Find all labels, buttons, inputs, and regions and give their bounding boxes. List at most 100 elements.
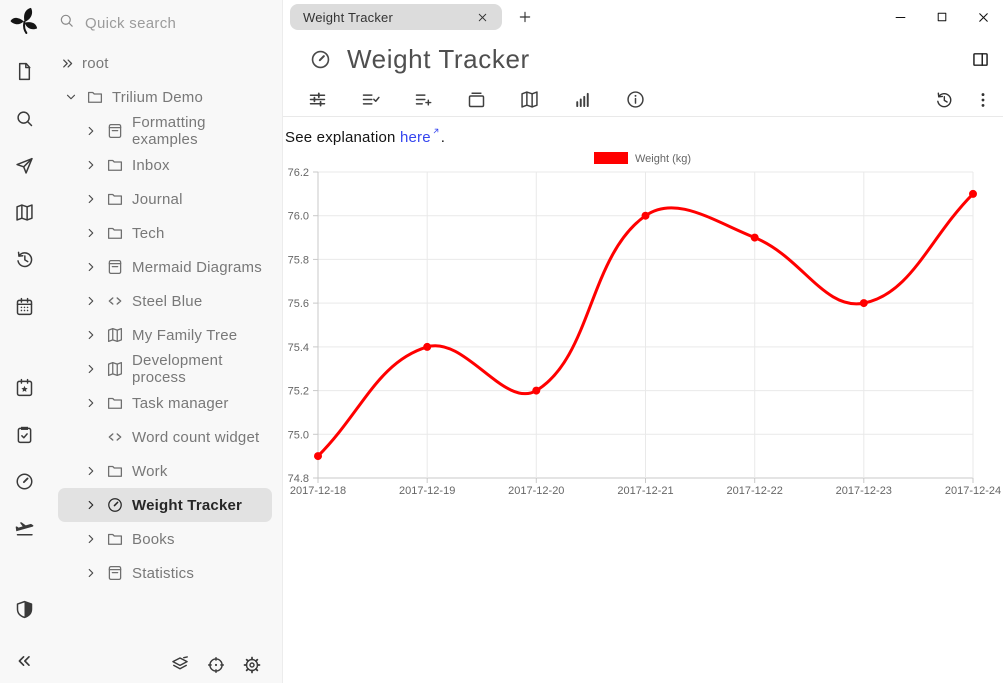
explanation-link-text: here [399,129,431,146]
sync-status-button[interactable] [170,655,190,675]
expander-chevron-right[interactable] [84,260,102,274]
expander-chevron-right[interactable] [84,464,102,478]
launcher-group [14,364,35,552]
svg-text:74.8: 74.8 [288,473,309,485]
ribbon-tab-similar-notes[interactable] [572,89,593,110]
tree-item-weight-tracker[interactable]: Weight Tracker [58,488,272,522]
tree-item-formatting-examples[interactable]: Formatting examples [58,114,272,148]
note-type-gauge-icon[interactable] [309,48,332,71]
tree-item-task-manager[interactable]: Task manager [58,386,272,420]
expander-chevron-right[interactable] [84,192,102,206]
explanation-link[interactable]: here [399,128,441,146]
toggle-right-pane-button[interactable] [970,49,991,70]
expander-chevron-right[interactable] [84,396,102,410]
svg-text:2017-12-23: 2017-12-23 [836,485,892,497]
tree-item-label: Tech [132,224,165,242]
ribbon-tab-note-paths[interactable] [466,89,487,110]
maximize-button[interactable] [935,10,949,24]
file-icon [18,62,30,81]
expander-chevron-right[interactable] [84,498,102,512]
tree-item-tech[interactable]: Tech [58,216,272,250]
launcher-button-search[interactable] [14,108,35,129]
send-icon [15,157,33,174]
layers-icon [172,656,188,670]
tab-close-button[interactable] [476,11,489,24]
chart-legend[interactable]: Weight (kg) [594,152,691,165]
scroll-to-active-note-button[interactable] [206,655,226,675]
ribbon-tab-owned-attributes[interactable] [360,89,381,110]
quick-search-input[interactable] [85,14,245,32]
trilium-logo-icon[interactable] [9,6,39,36]
expander-chevron-right[interactable] [84,124,102,138]
svg-text:75.2: 75.2 [288,386,309,398]
tree-item-label: Development process [132,352,223,386]
tree-item-label: Task manager [132,394,229,412]
launcher-button-new-note[interactable] [14,61,35,82]
expander-chevron-right[interactable] [84,362,102,376]
launcher-button-task-manager[interactable] [14,424,35,445]
launcher-button-calendar[interactable] [14,296,35,317]
folder-icon [87,91,103,103]
chevron-right-icon [88,534,94,544]
expander-chevron-down[interactable] [64,90,82,104]
ribbon-tab-note-map[interactable] [519,89,540,110]
plus-icon [519,11,531,23]
tree-item-my-family-tree[interactable]: My Family Tree [58,318,272,352]
tree-item-steel-blue[interactable]: Steel Blue [58,284,272,318]
expander-chevron-right[interactable] [84,566,102,580]
revisions-button[interactable] [934,90,954,110]
expander-chevron-right[interactable] [84,158,102,172]
tree-item-journal[interactable]: Journal [58,182,272,216]
tree-item-label: Statistics [132,564,195,582]
folder-icon [107,193,123,205]
tree-item-root[interactable]: root [58,46,272,80]
ribbon [283,83,1003,117]
tree-item-inbox[interactable]: Inbox [58,148,272,182]
tree-item-label: My Family Tree [132,326,238,344]
note-title[interactable]: Weight Tracker [347,43,530,74]
launcher-button-protected-session[interactable] [14,599,35,620]
launcher-button-note-map[interactable] [14,202,35,223]
expander-chevron-right[interactable] [84,328,102,342]
explanation-suffix: . [440,129,446,146]
list-check-icon [362,94,380,105]
folder-note-icon [106,462,125,480]
launcher-button-weight-tracker[interactable] [14,471,35,492]
svg-text:2017-12-22: 2017-12-22 [727,485,783,497]
note-menu-button[interactable] [973,90,993,110]
bar-chart-icon [576,92,589,108]
launcher-button-bookmarks[interactable] [14,377,35,398]
root-chevrons-right[interactable] [60,56,78,71]
minimize-button[interactable] [893,10,908,25]
search-icon [58,12,75,34]
tab-weight-tracker[interactable]: Weight Tracker [290,4,502,30]
new-tab-button[interactable] [517,9,533,25]
weight-series-points[interactable] [314,189,977,461]
sliders-icon [309,92,326,107]
expander-chevron-right[interactable] [84,532,102,546]
tree-item-mermaid-diagrams[interactable]: Mermaid Diagrams [58,250,272,284]
launcher-button-recent-changes[interactable] [14,249,35,270]
collapse-tree-button[interactable] [14,651,34,671]
tree-item-work[interactable]: Work [58,454,272,488]
ribbon-tab-note-info[interactable] [625,89,646,110]
tree-item-label: Word count widget [132,428,260,446]
map-note-icon [106,360,125,378]
tree-item-statistics[interactable]: Statistics [58,556,272,590]
ribbon-tab-inherited-attributes[interactable] [413,89,434,110]
chevron-right-icon [88,296,94,306]
launcher-button-travel[interactable] [14,518,35,539]
folder-note-icon [86,88,105,106]
expander-chevron-right[interactable] [84,294,102,308]
svg-text:2017-12-18: 2017-12-18 [290,485,346,497]
gauge-icon [15,473,33,490]
expander-chevron-right[interactable] [84,226,102,240]
ribbon-tab-basic-properties[interactable] [307,89,328,110]
settings-button[interactable] [242,655,262,675]
tree-item-word-count-widget[interactable]: Word count widget [58,420,272,454]
tree-item-development-process[interactable]: Development process [58,352,272,386]
close-button[interactable] [976,10,991,25]
launcher-button-jump-to-note[interactable] [14,155,35,176]
tree-item-trilium-demo[interactable]: Trilium Demo [58,80,272,114]
tree-item-books[interactable]: Books [58,522,272,556]
